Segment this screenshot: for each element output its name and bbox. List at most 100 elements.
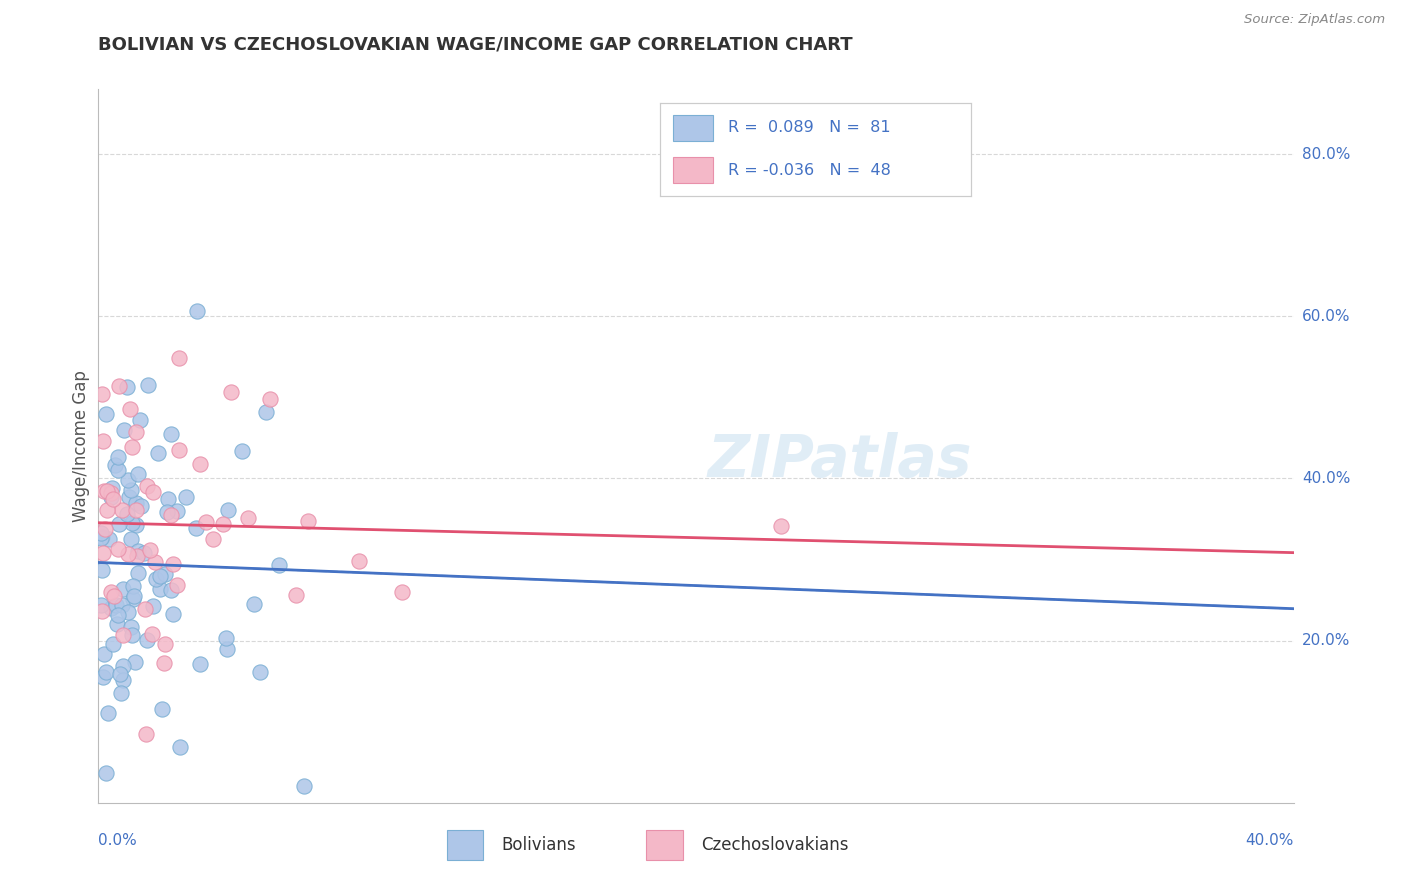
Point [121, 440, 143, 454]
Point [124, 502, 146, 516]
Point [121, 483, 143, 497]
Point [115, 507, 138, 521]
Point [91, 530, 114, 544]
Point [122, 589, 145, 603]
Point [134, 546, 156, 560]
Point [96, 665, 118, 679]
Point [112, 582, 135, 596]
Point [201, 532, 224, 546]
Point [152, 702, 174, 716]
Point [770, 519, 793, 533]
Point [145, 572, 167, 586]
Point [90, 387, 112, 401]
Point [96, 484, 118, 499]
Y-axis label: Wage/Income Gap: Wage/Income Gap [72, 370, 90, 522]
Point [166, 578, 188, 592]
Point [188, 657, 211, 672]
Point [100, 490, 122, 504]
Point [129, 499, 152, 513]
Point [121, 579, 143, 593]
Point [100, 585, 122, 599]
Point [107, 462, 129, 476]
FancyBboxPatch shape [672, 157, 713, 183]
Point [215, 632, 238, 646]
Point [91, 563, 114, 577]
Point [159, 508, 181, 523]
Point [156, 491, 179, 506]
Point [117, 547, 139, 561]
Point [166, 504, 188, 518]
Point [93, 484, 115, 499]
Point [136, 479, 159, 493]
Point [105, 617, 128, 632]
Point [259, 392, 281, 406]
Point [91, 670, 114, 684]
Point [120, 620, 142, 634]
Point [146, 445, 169, 459]
Point [127, 544, 149, 558]
Point [349, 553, 371, 567]
Point [155, 637, 177, 651]
Point [101, 481, 124, 495]
Point [153, 566, 176, 581]
Point [107, 450, 129, 464]
Text: 40.0%: 40.0% [1246, 833, 1294, 848]
FancyBboxPatch shape [447, 830, 484, 860]
Point [231, 443, 253, 458]
Point [125, 496, 148, 510]
Point [249, 665, 271, 680]
Point [160, 426, 183, 441]
Point [90, 525, 112, 540]
Point [101, 637, 124, 651]
Point [125, 425, 148, 440]
Point [217, 503, 239, 517]
Point [160, 582, 183, 597]
Point [121, 516, 143, 531]
Point [104, 598, 127, 612]
Point [112, 423, 135, 437]
Point [96, 503, 118, 517]
Point [186, 521, 208, 535]
Point [136, 378, 159, 392]
Point [219, 385, 242, 400]
Point [167, 442, 190, 457]
Point [141, 599, 163, 614]
Point [118, 490, 141, 504]
Point [94, 407, 117, 421]
Point [90, 604, 112, 618]
Point [107, 517, 129, 532]
Point [108, 666, 131, 681]
Point [292, 779, 315, 793]
Text: R = -0.036   N =  48: R = -0.036 N = 48 [728, 162, 891, 178]
Point [267, 558, 290, 572]
Text: 80.0%: 80.0% [1302, 146, 1350, 161]
Point [100, 485, 122, 500]
Text: ZIPatlas: ZIPatlas [707, 432, 972, 489]
Point [174, 491, 197, 505]
Text: 60.0%: 60.0% [1302, 309, 1350, 324]
Text: BOLIVIAN VS CZECHOSLOVAKIAN WAGE/INCOME GAP CORRELATION CHART: BOLIVIAN VS CZECHOSLOVAKIAN WAGE/INCOME … [98, 36, 853, 54]
Point [120, 402, 142, 417]
Point [117, 380, 139, 394]
FancyBboxPatch shape [647, 830, 683, 860]
Point [217, 642, 239, 657]
Point [211, 517, 233, 532]
Point [125, 518, 148, 533]
Point [110, 686, 132, 700]
Point [107, 542, 129, 557]
Point [121, 628, 143, 642]
Point [142, 485, 165, 500]
Point [107, 607, 129, 622]
Point [169, 740, 191, 755]
Point [103, 491, 125, 506]
Text: R =  0.089   N =  81: R = 0.089 N = 81 [728, 120, 891, 135]
Point [111, 659, 134, 673]
Point [162, 558, 184, 572]
Point [97, 706, 120, 720]
Point [117, 605, 139, 619]
Point [186, 303, 208, 318]
Point [148, 582, 170, 596]
Text: Source: ZipAtlas.com: Source: ZipAtlas.com [1244, 13, 1385, 27]
Point [122, 591, 145, 606]
Point [94, 765, 117, 780]
